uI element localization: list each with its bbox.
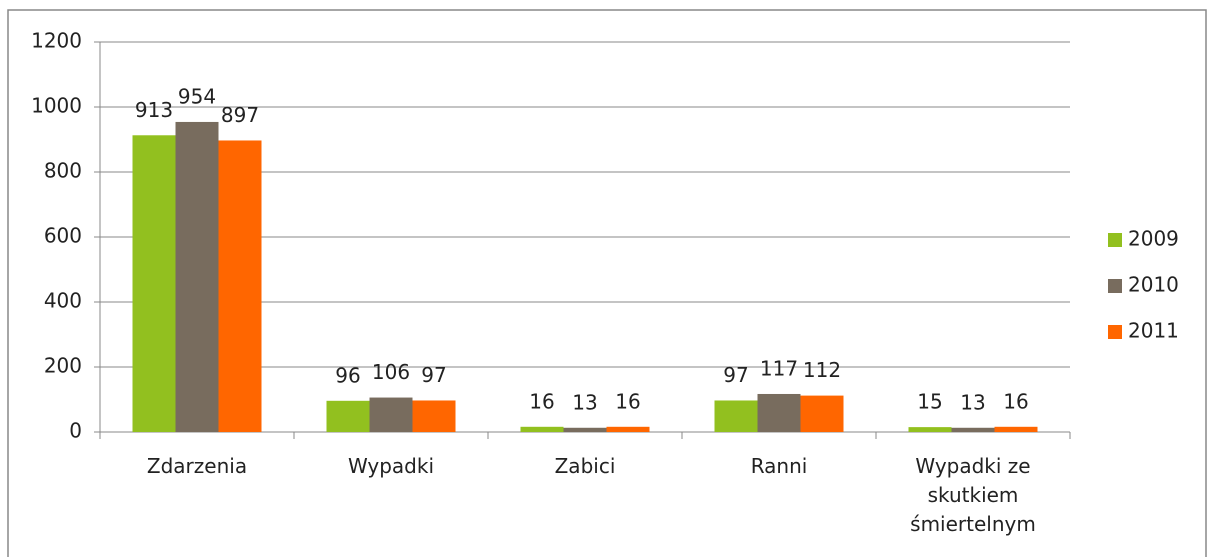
bar <box>800 395 844 432</box>
data-label: 13 <box>572 390 597 414</box>
x-tick-label: Zdarzenia <box>146 454 248 478</box>
legend-swatch <box>1108 233 1122 247</box>
data-label: 954 <box>178 84 216 108</box>
bar <box>132 135 176 432</box>
y-tick-label: 200 <box>44 354 82 378</box>
y-tick-label: 400 <box>44 289 82 313</box>
legend-swatch <box>1108 325 1122 339</box>
bar <box>175 121 219 432</box>
bar <box>520 426 564 432</box>
data-label: 97 <box>723 363 748 387</box>
legend-label: 2009 <box>1128 227 1179 251</box>
legend-swatch <box>1108 279 1122 293</box>
data-label: 117 <box>760 356 798 380</box>
data-label: 913 <box>135 98 173 122</box>
data-label: 16 <box>529 389 554 413</box>
data-label: 16 <box>1003 389 1028 413</box>
legend-label: 2010 <box>1128 273 1179 297</box>
x-tick-label: Ranni <box>750 454 808 478</box>
bar <box>908 427 952 432</box>
bar <box>412 400 456 432</box>
x-tick-label: Zabici <box>554 454 616 478</box>
y-tick-label: 0 <box>69 419 82 443</box>
y-tick-label: 1000 <box>31 94 82 118</box>
data-label: 106 <box>372 360 410 384</box>
bar <box>369 397 413 432</box>
data-label: 897 <box>221 103 259 127</box>
data-label: 16 <box>615 389 640 413</box>
bar <box>606 426 650 432</box>
bar <box>218 140 262 432</box>
legend-label: 2011 <box>1128 319 1179 343</box>
bar <box>326 400 370 432</box>
y-tick-label: 1200 <box>31 29 82 53</box>
bar <box>757 393 801 432</box>
y-tick-label: 800 <box>44 159 82 183</box>
y-tick-label: 600 <box>44 224 82 248</box>
data-label: 96 <box>335 363 360 387</box>
data-label: 15 <box>917 390 942 414</box>
data-label: 13 <box>960 390 985 414</box>
bar <box>563 427 607 432</box>
x-tick-label: Wypadki ze skutkiem śmiertelnym <box>910 454 1036 536</box>
data-label: 112 <box>803 358 841 382</box>
data-label: 97 <box>421 363 446 387</box>
bar <box>951 427 995 432</box>
bar <box>994 426 1038 432</box>
bar <box>714 400 758 432</box>
x-tick-label: Wypadki <box>347 454 435 478</box>
